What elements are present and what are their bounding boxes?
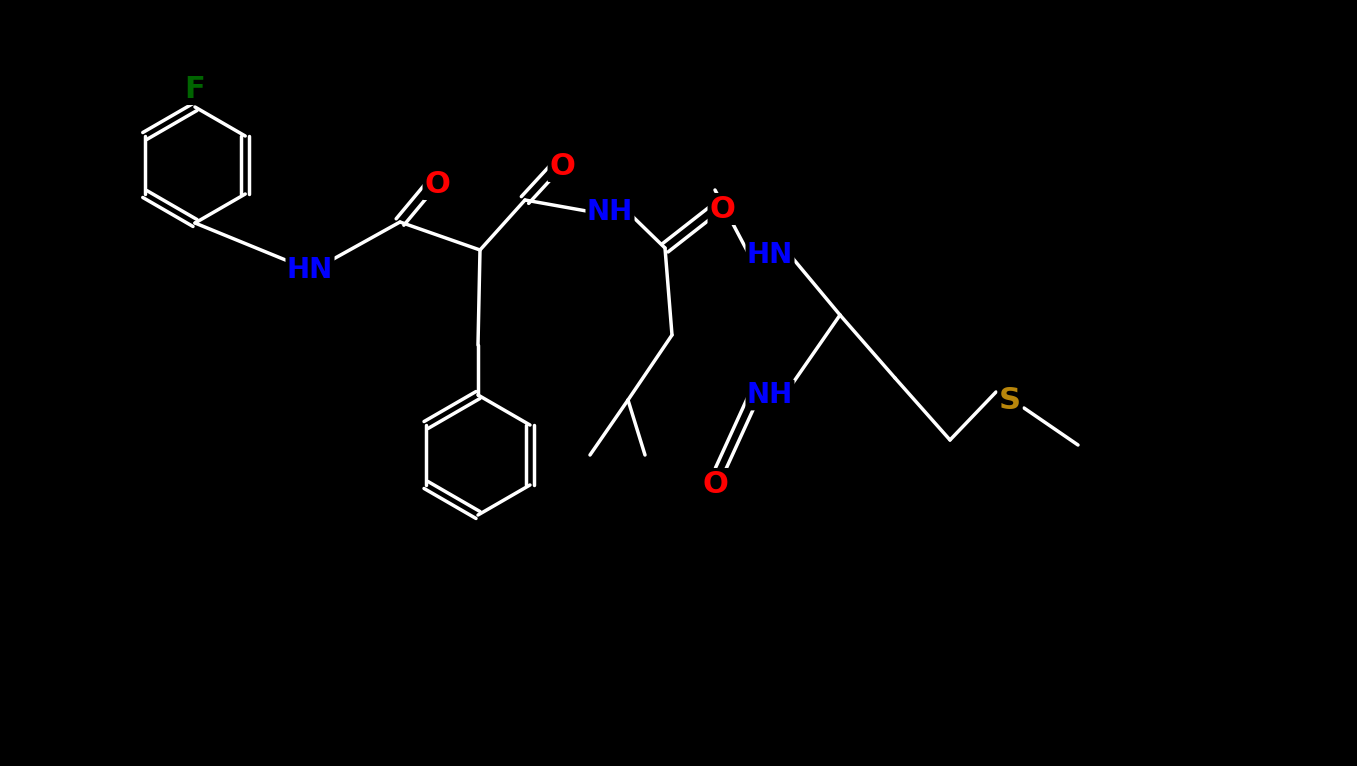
Text: HN: HN	[746, 241, 792, 269]
Text: O: O	[423, 169, 451, 198]
Text: O: O	[710, 195, 735, 224]
Text: S: S	[999, 385, 1020, 414]
Text: NH: NH	[746, 381, 792, 409]
Text: HN: HN	[286, 256, 332, 284]
Text: O: O	[550, 152, 575, 181]
Text: O: O	[702, 470, 727, 499]
Text: F: F	[185, 74, 205, 103]
Text: NH: NH	[586, 198, 634, 226]
